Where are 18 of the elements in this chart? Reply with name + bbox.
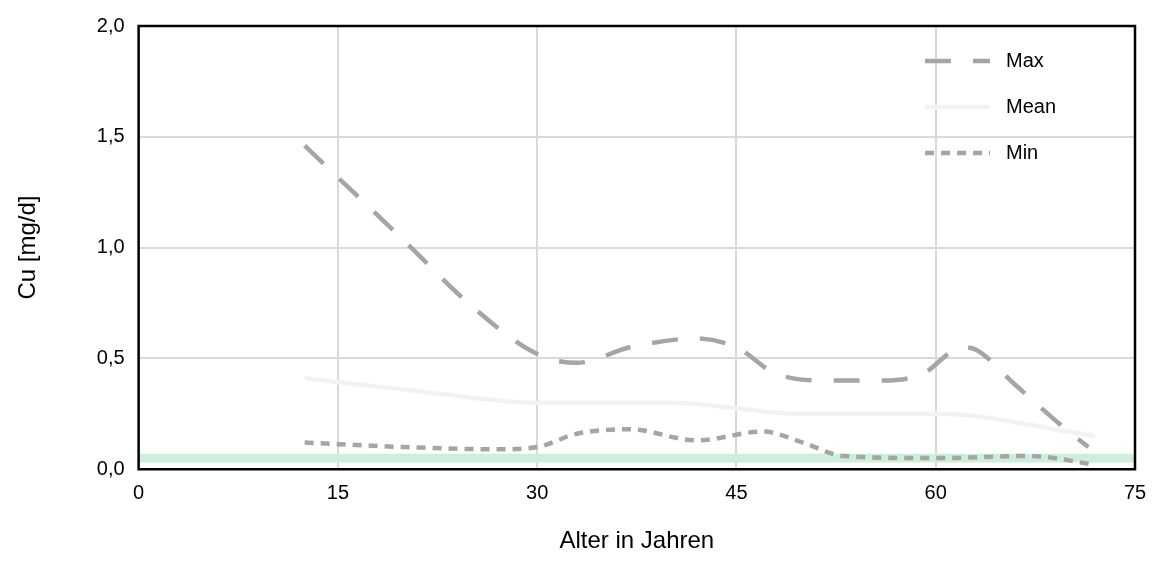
x-axis-title: Alter in Jahren xyxy=(559,526,715,554)
legend-label: Max xyxy=(1006,48,1044,71)
y-tick-label: 2,0 xyxy=(96,13,125,36)
x-tick-label: 45 xyxy=(725,480,748,503)
line-series xyxy=(302,376,1098,439)
legend-label: Min xyxy=(1006,140,1039,163)
y-tick-label: 1,0 xyxy=(96,235,125,258)
x-tick-label: 15 xyxy=(326,480,350,503)
y-tick-label: 0,0 xyxy=(96,456,125,479)
x-tick-label: 60 xyxy=(924,480,947,503)
x-tick-label: 30 xyxy=(526,480,549,503)
y-tick-label: 1,5 xyxy=(96,124,125,147)
x-tick-label: 0 xyxy=(133,480,145,503)
line-series xyxy=(302,143,1091,450)
x-tick-label: 75 xyxy=(1123,480,1147,503)
y-axis-title: Cu [mg/d] xyxy=(13,195,41,300)
y-tick-label: 0,5 xyxy=(96,345,125,368)
legend-label: Mean xyxy=(1006,94,1057,117)
